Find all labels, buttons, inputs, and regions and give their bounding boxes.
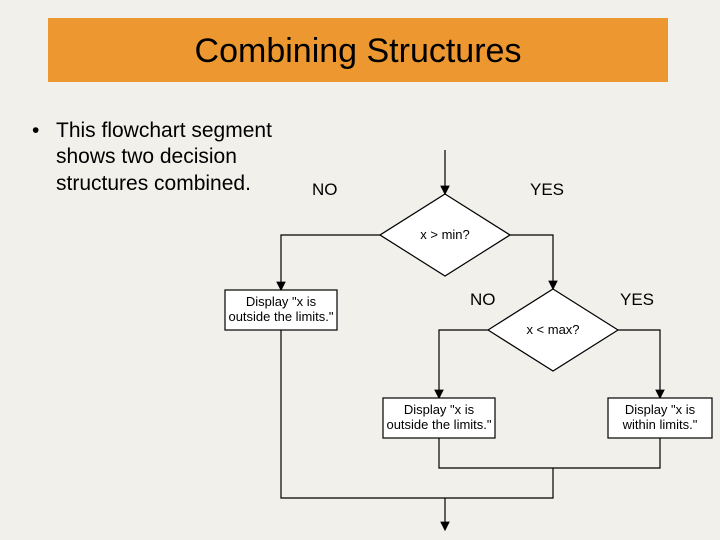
process-label: Display "x is outside the limits." [227,295,335,325]
flow-edge [618,330,660,398]
decision-label: x < max? [508,322,598,337]
edge-label: NO [470,290,496,310]
process-label: Display "x is outside the limits." [385,403,493,433]
flow-edge [445,468,553,498]
flow-edge [553,438,660,468]
process-label: Display "x is within limits." [610,403,710,433]
edge-label: YES [530,180,564,200]
edge-label: NO [312,180,338,200]
flow-edge [439,330,488,398]
flow-edge [510,235,553,289]
edge-label: YES [620,290,654,310]
flow-edge [439,438,553,468]
decision-label: x > min? [400,227,490,242]
flow-edge [281,235,380,290]
flowchart-canvas [0,0,720,540]
